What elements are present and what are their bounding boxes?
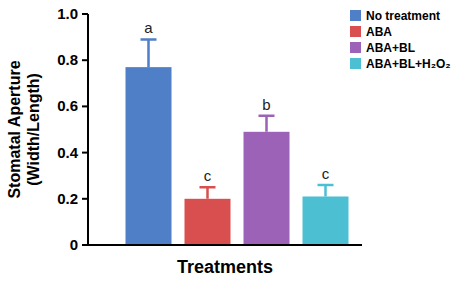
legend-swatch <box>350 58 361 69</box>
annotation: a <box>144 19 153 36</box>
y-tick <box>82 244 88 246</box>
x-axis-label: Treatments <box>177 257 273 277</box>
annotation: c <box>204 167 212 184</box>
legend: No treatment ABA ABA+BL ABA+BL+H₂O₂ <box>350 9 451 71</box>
y-tick-label: 0.8 <box>57 51 78 68</box>
error-bar <box>259 116 275 132</box>
legend-label: ABA <box>366 25 392 39</box>
y-tick-label: 0.6 <box>57 97 78 114</box>
bar <box>185 199 231 245</box>
y-tick <box>82 59 88 61</box>
y-tick <box>82 198 88 200</box>
y-tick-label: 0 <box>70 236 78 253</box>
y-axis-label: (Width/Length) <box>25 73 42 186</box>
legend-label: ABA+BL <box>366 41 415 55</box>
y-axis <box>87 14 89 245</box>
legend-swatch <box>350 42 361 53</box>
x-axis <box>88 244 362 246</box>
annotation: c <box>322 165 330 182</box>
y-tick <box>82 152 88 154</box>
error-bar <box>200 187 216 199</box>
y-axis-label: Stomatal Aperture <box>6 60 23 198</box>
legend-swatch <box>350 26 361 37</box>
y-tick-label: 1.0 <box>57 5 78 22</box>
legend-label: ABA+BL+H₂O₂ <box>366 57 451 71</box>
y-tick <box>82 105 88 107</box>
bar <box>303 196 349 245</box>
legend-swatch <box>350 10 361 21</box>
bar <box>244 132 290 245</box>
bars <box>126 39 349 245</box>
y-tick-label: 0.4 <box>57 144 79 161</box>
y-tick <box>82 13 88 15</box>
error-bar <box>318 185 334 197</box>
bar <box>126 67 172 245</box>
error-bar <box>141 39 157 67</box>
annotation: b <box>262 96 270 113</box>
y-tick-label: 0.2 <box>57 190 78 207</box>
legend-label: No treatment <box>366 9 440 23</box>
chart: a c b c 0 0.2 0.4 0.6 0.8 1.0 Treatments Stomatal A… <box>0 0 472 282</box>
